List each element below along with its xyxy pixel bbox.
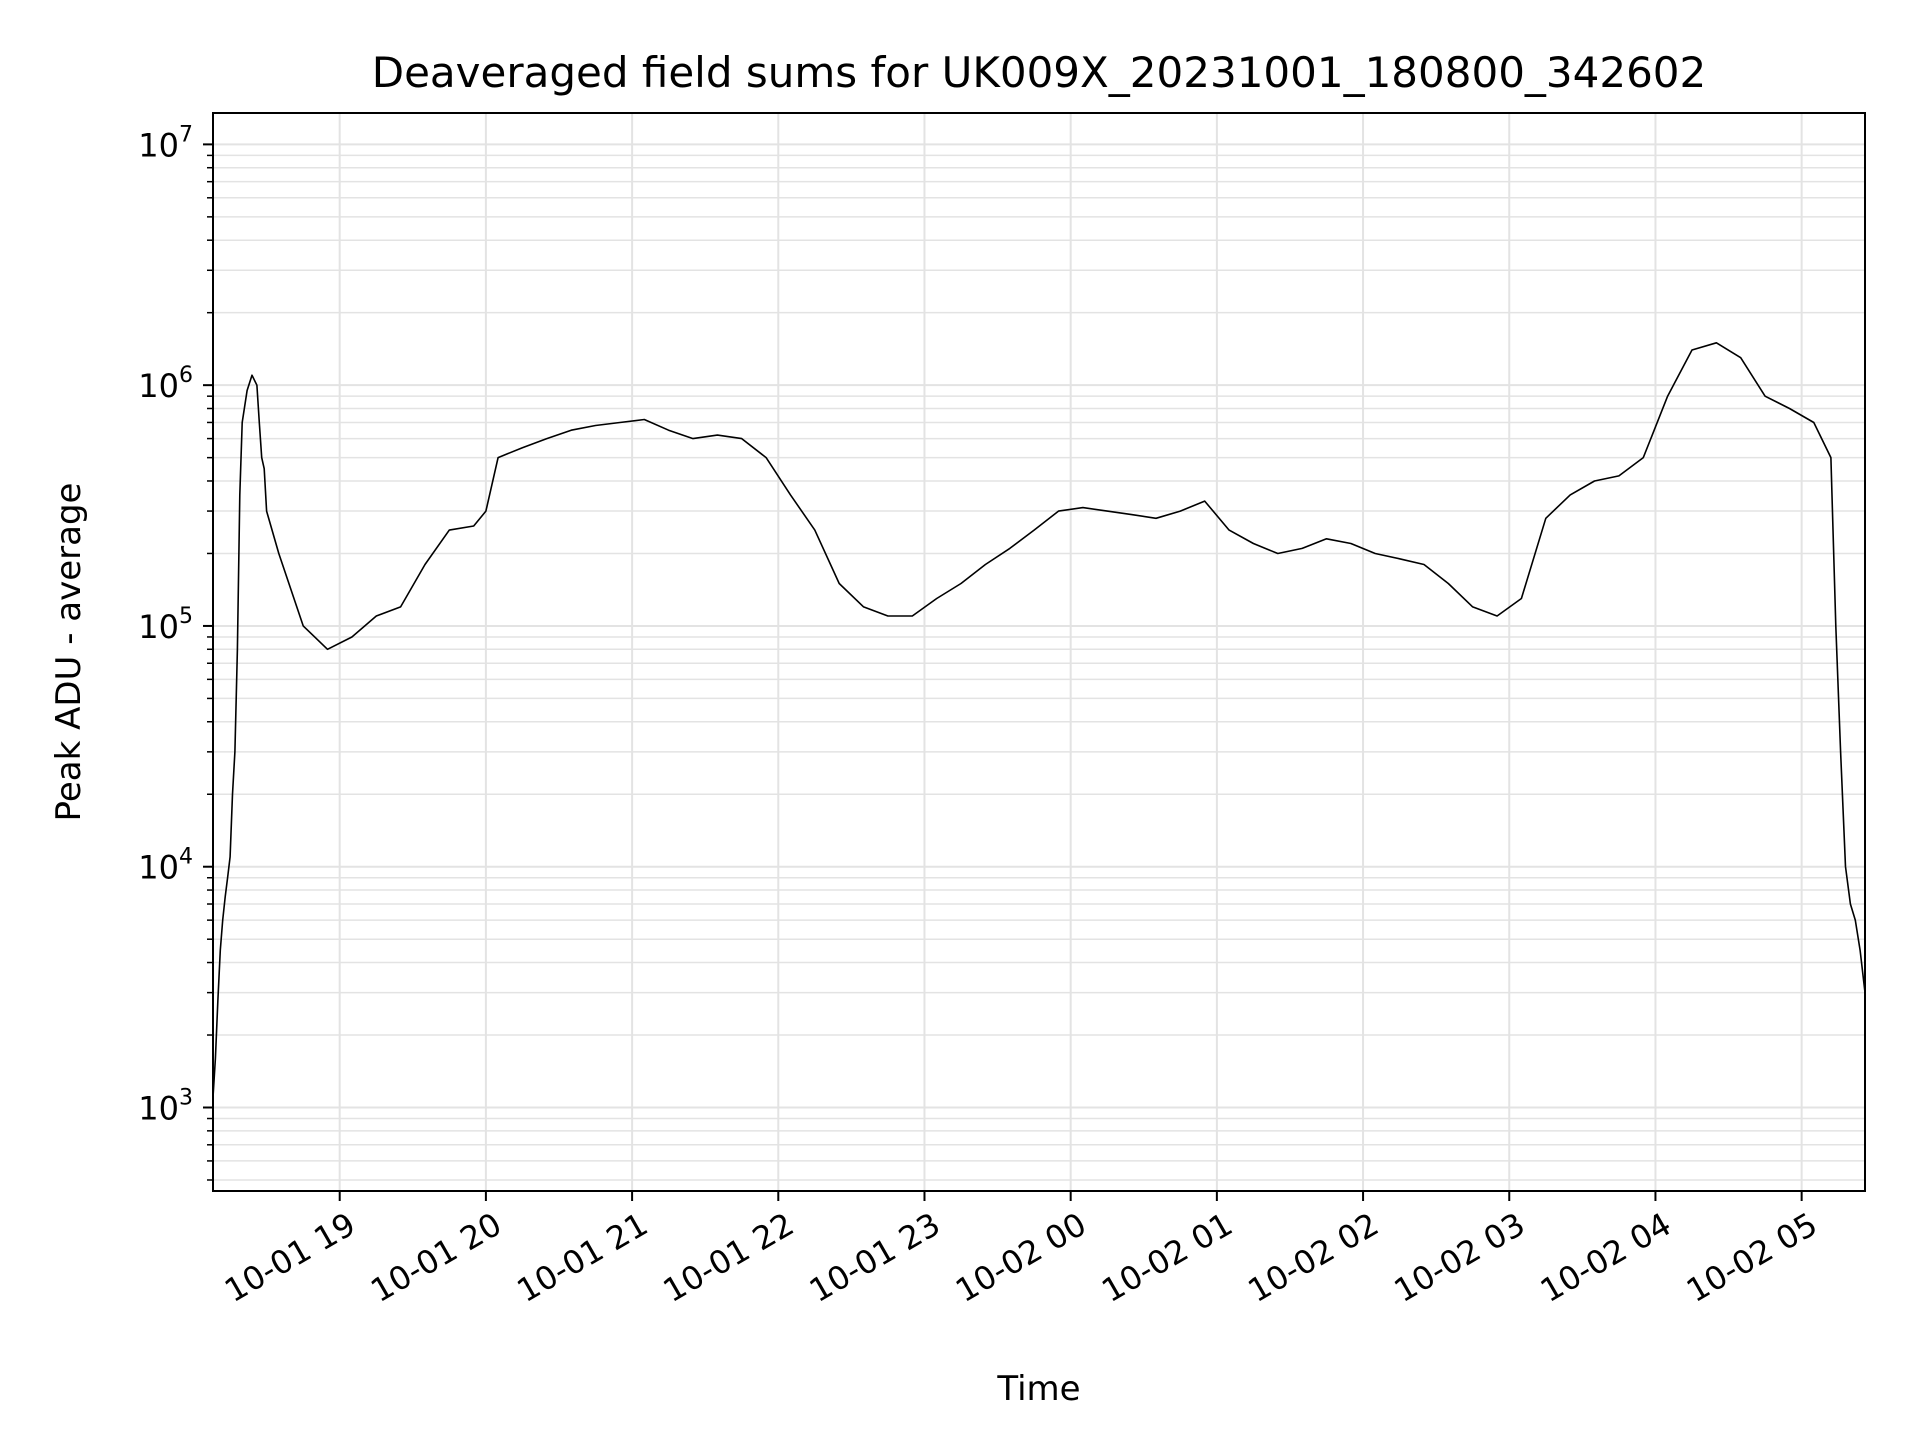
y-axis-label: Peak ADU - average [49,483,89,822]
x-axis-label: Time [996,1369,1080,1409]
y-tick-label: 105 [138,604,193,646]
grid-layer [213,113,1865,1191]
y-tick-label: 107 [138,122,193,164]
y-tick-label: 104 [138,845,193,887]
y-tick-label: 103 [138,1086,193,1128]
series-layer [212,342,1866,1098]
chart-title: Deaveraged field sums for UK009X_2023100… [372,48,1707,97]
plot-area-frame [212,112,1866,1192]
series-line [212,342,1866,1098]
y-tick-label: 106 [138,363,193,405]
